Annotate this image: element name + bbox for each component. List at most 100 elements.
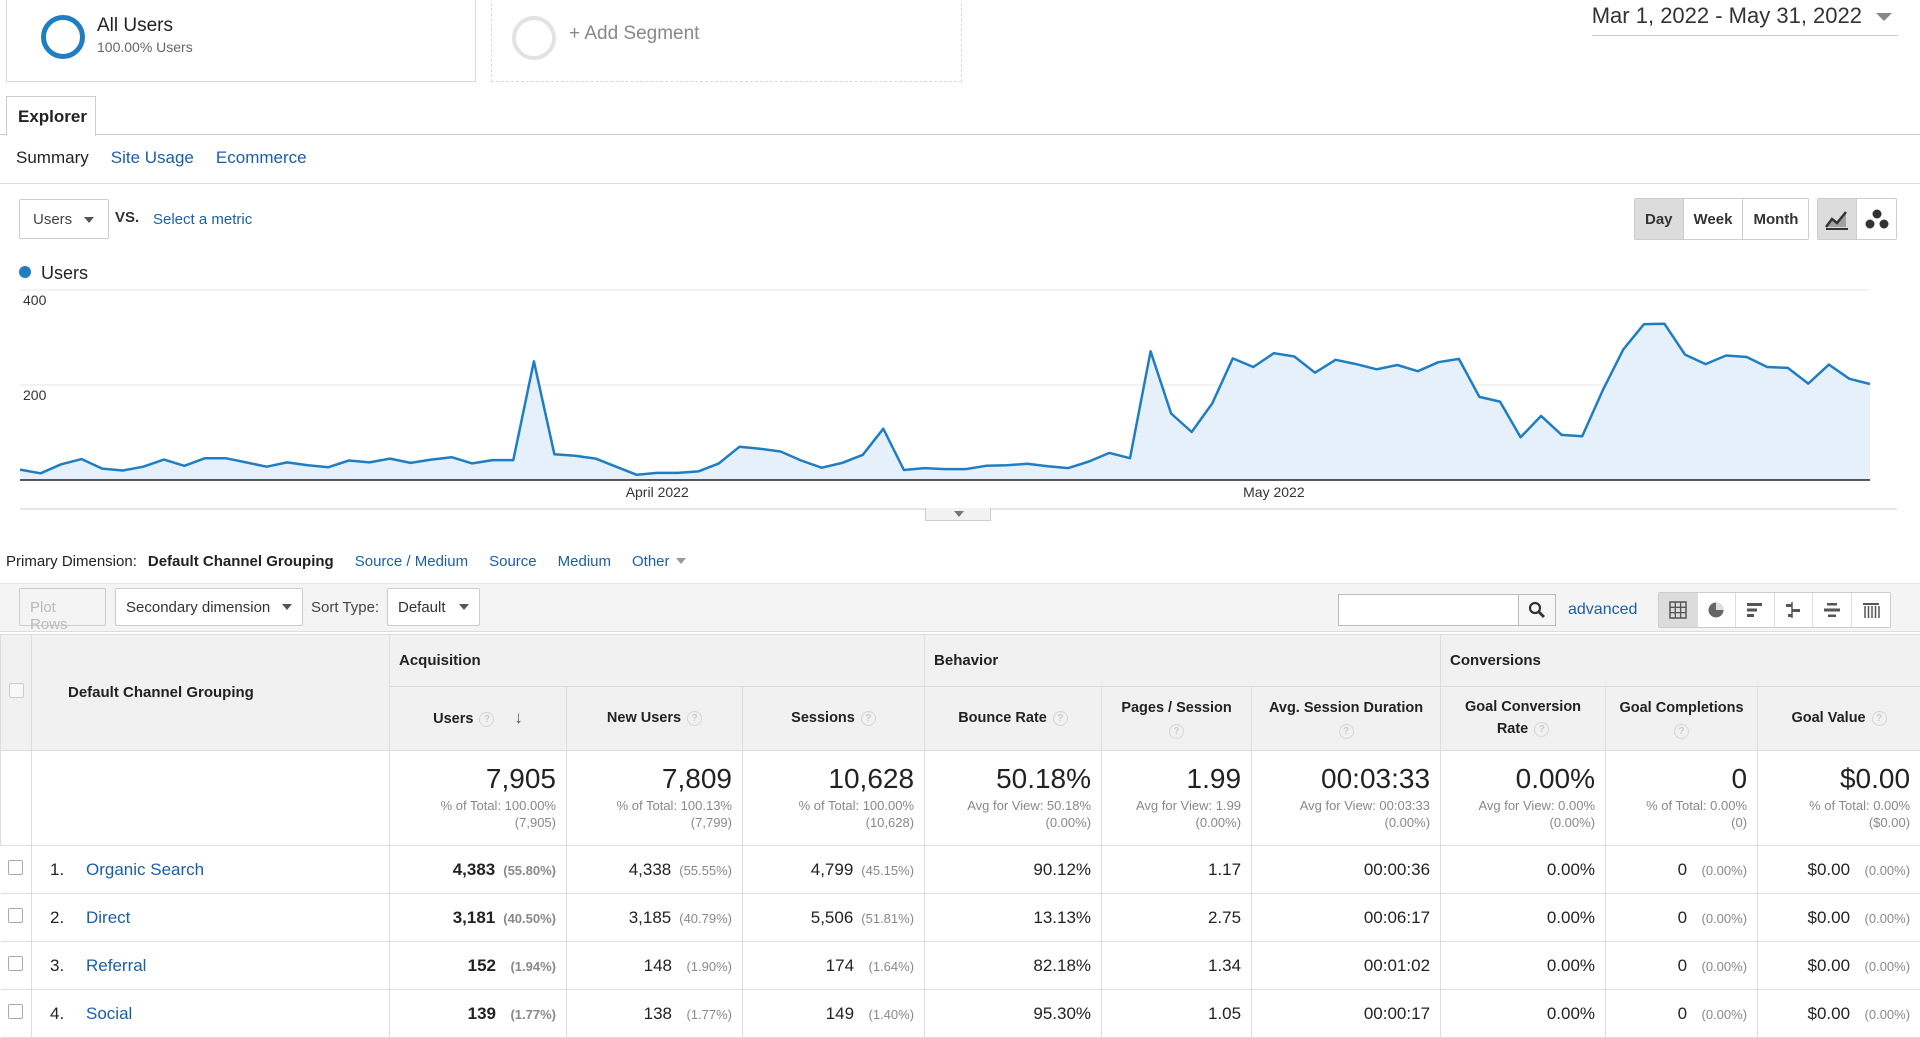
bounce-rate-cell-value: 90.12% <box>1033 859 1092 879</box>
term-cloud-icon <box>1823 603 1840 617</box>
goal-completions-column-header[interactable]: Goal Completions? <box>1605 686 1759 751</box>
total-goal-value: $0.00 % of Total: 0.00% ($0.00) <box>1757 750 1920 846</box>
help-icon[interactable]: ? <box>860 710 876 726</box>
help-icon[interactable]: ? <box>1674 723 1690 739</box>
sessions-cell-percent: (45.15%) <box>861 862 915 878</box>
avg-duration-column-header[interactable]: Avg. Session Duration? <box>1251 686 1442 751</box>
dimension-cell: 2. Direct <box>31 893 390 942</box>
row-number: 3. <box>50 955 65 975</box>
goal-rate-column-header[interactable]: Goal Conversion Rate? <box>1440 686 1607 751</box>
select-metric-link[interactable]: Select a metric <box>153 211 253 228</box>
dimension-cell: 4. Social <box>31 989 390 1038</box>
chevron-down-icon <box>1876 13 1892 21</box>
total-sub: % of Total: 100.00% <box>440 798 556 813</box>
empty-segment-ring-icon <box>512 16 556 60</box>
dimension-source-link[interactable]: Source <box>489 553 537 570</box>
add-segment-button[interactable]: + Add Segment <box>491 0 962 82</box>
view-percentage-button[interactable] <box>1698 593 1736 627</box>
channel-link[interactable]: Direct <box>86 907 131 927</box>
dimension-source-medium-link[interactable]: Source / Medium <box>354 553 469 570</box>
motion-chart-button[interactable] <box>1857 199 1896 239</box>
chart-collapse-handle[interactable] <box>925 508 991 521</box>
sessions-column-header[interactable]: Sessions? <box>741 686 926 751</box>
table-row[interactable]: 3. Referral 152 (1.94%) 148 (1.90%) 174 (1.64%)… <box>0 941 1920 990</box>
metric-selector[interactable]: Users <box>19 199 109 239</box>
view-performance-button[interactable] <box>1736 593 1775 627</box>
channel-link[interactable]: Organic Search <box>86 859 205 879</box>
secondary-dimension-dropdown[interactable]: Secondary dimension <box>115 588 303 626</box>
users-cell-value: 3,181 <box>452 907 496 927</box>
help-icon[interactable]: ? <box>1871 710 1887 726</box>
view-term-cloud-button[interactable] <box>1813 593 1852 627</box>
goal-completions-cell-percent: (0.00%) <box>1701 1006 1748 1022</box>
period-day-button[interactable]: Day <box>1635 199 1684 239</box>
goal-value-cell-value: $0.00 <box>1807 955 1851 975</box>
help-icon[interactable]: ? <box>1534 721 1550 737</box>
chart-legend: Users <box>19 263 88 284</box>
pages-session-cell: 2.75 <box>1101 893 1253 942</box>
channel-link[interactable]: Referral <box>86 955 147 975</box>
subtab-ecommerce[interactable]: Ecommerce <box>215 148 307 167</box>
new-users-column-header[interactable]: New Users? <box>566 686 743 751</box>
tab-explorer[interactable]: Explorer <box>6 96 96 136</box>
users-column-header[interactable]: Users? ↓ <box>389 686 567 751</box>
total-sub: % of Total: 0.00% <box>1646 798 1748 813</box>
search-icon <box>1528 601 1545 618</box>
help-icon[interactable]: ? <box>1169 723 1185 739</box>
avg-duration-cell: 00:01:02 <box>1251 941 1442 990</box>
pages-session-column-header[interactable]: Pages / Session? <box>1101 686 1253 751</box>
advanced-filter-link[interactable]: advanced <box>1568 601 1638 618</box>
dimension-column-header[interactable]: Default Channel Grouping <box>31 634 390 751</box>
row-checkbox[interactable] <box>8 1003 24 1019</box>
table-search-input[interactable] <box>1338 594 1520 626</box>
totals-row: 7,905% of Total: 100.00% (7,905) 7,809% o… <box>0 750 1920 846</box>
period-week-button[interactable]: Week <box>1683 199 1744 239</box>
table-row[interactable]: 2. Direct 3,181 (40.50%) 3,185 (40.79%) 5,506 (… <box>0 893 1920 942</box>
table-row[interactable]: 4. Social 139 (1.77%) 138 (1.77%) 149 (1.40%) 95… <box>0 989 1920 1038</box>
line-chart-button[interactable] <box>1818 199 1858 239</box>
table-search-button[interactable] <box>1518 594 1556 626</box>
select-all-checkbox[interactable] <box>8 683 24 698</box>
help-icon[interactable]: ? <box>479 712 495 728</box>
subtab-summary[interactable]: Summary <box>16 148 89 167</box>
sessions-cell-value: 149 <box>825 1003 855 1023</box>
period-month-button[interactable]: Month <box>1743 199 1809 239</box>
subtab-site-usage[interactable]: Site Usage <box>110 148 194 167</box>
row-checkbox-cell <box>0 893 32 942</box>
channel-link[interactable]: Social <box>86 1003 133 1023</box>
goal-rate-cell: 0.00% <box>1440 893 1607 942</box>
totals-label-cell <box>31 750 390 846</box>
segment-all-users[interactable]: All Users 100.00% Users <box>6 0 476 82</box>
bounce-rate-column-header[interactable]: Bounce Rate? <box>924 686 1103 751</box>
total-sub: (7,799) <box>690 814 732 830</box>
row-checkbox[interactable] <box>8 859 24 875</box>
row-checkbox-cell <box>0 845 32 894</box>
avg-duration-cell-value: 00:01:02 <box>1363 955 1431 975</box>
goal-value-cell: $0.00 (0.00%) <box>1757 845 1920 894</box>
dimension-other-dropdown[interactable]: Other <box>632 553 686 570</box>
goal-completions-cell-value: 0 <box>1677 907 1688 927</box>
avg-duration-cell: 00:00:36 <box>1251 845 1442 894</box>
row-checkbox[interactable] <box>8 955 24 971</box>
total-new-users: 7,809 % of Total: 100.13% (7,799) <box>566 750 743 846</box>
help-icon[interactable]: ? <box>1338 723 1354 739</box>
plot-rows-button[interactable]: Plot Rows <box>19 588 106 633</box>
new-users-cell-value: 138 <box>643 1003 672 1023</box>
total-avg-duration: 00:03:33 Avg for View: 00:03:33 (0.00%) <box>1251 750 1442 846</box>
help-icon[interactable]: ? <box>687 710 703 726</box>
goal-value-column-header[interactable]: Goal Value? <box>1757 686 1920 751</box>
users-cell-percent: (40.50%) <box>503 910 556 926</box>
dimension-medium-link[interactable]: Medium <box>557 553 611 570</box>
total-value: 00:03:33 <box>1321 763 1431 794</box>
view-comparison-button[interactable] <box>1775 593 1813 627</box>
table-row[interactable]: 1. Organic Search 4,383 (55.80%) 4,338 (55.55… <box>0 845 1920 894</box>
pivot-icon <box>1862 603 1880 618</box>
help-icon[interactable]: ? <box>1052 710 1068 726</box>
goal-value-cell: $0.00 (0.00%) <box>1757 893 1920 942</box>
view-pivot-button[interactable] <box>1852 593 1891 627</box>
row-checkbox[interactable] <box>8 907 24 923</box>
explorer-subtabs: Summary Site Usage Ecommerce <box>16 148 307 168</box>
date-range-picker[interactable]: Mar 1, 2022 - May 31, 2022 <box>1591 3 1898 36</box>
sort-type-dropdown[interactable]: Default <box>387 588 480 626</box>
view-data-table-button[interactable] <box>1659 593 1698 627</box>
